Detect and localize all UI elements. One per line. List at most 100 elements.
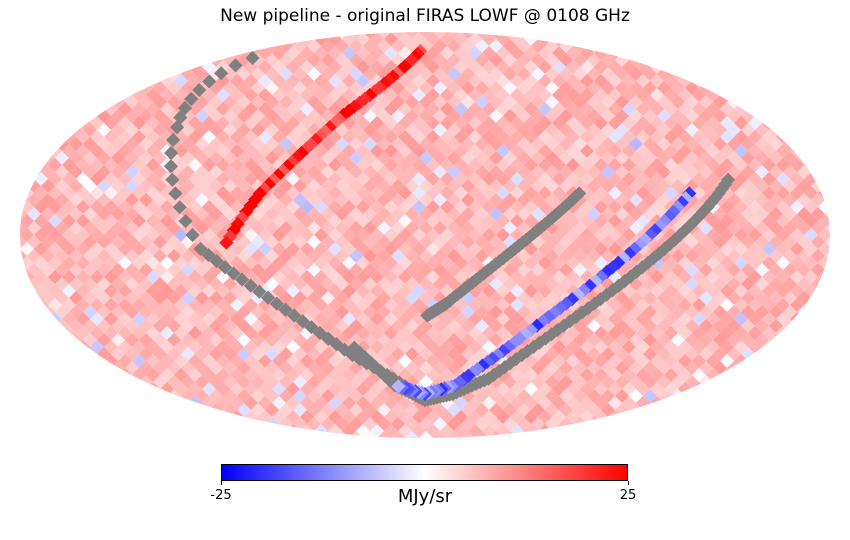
map-pixel — [678, 32, 692, 46]
map-pixel — [20, 81, 27, 95]
map-pixel — [713, 417, 727, 431]
map-pixel — [188, 46, 202, 60]
map-pixel — [62, 410, 76, 424]
map-pixel — [664, 410, 678, 424]
map-pixel — [720, 46, 734, 60]
map-pixel — [678, 46, 692, 60]
map-pixel — [181, 53, 195, 67]
map-pixel — [762, 368, 776, 382]
map-pixel — [769, 109, 783, 123]
map-pixel — [139, 39, 153, 53]
map-pixel — [20, 361, 27, 375]
map-pixel — [776, 424, 790, 438]
map-pixel — [461, 431, 475, 438]
map-pixel — [90, 396, 104, 410]
map-pixel — [97, 361, 111, 375]
map-pixel — [678, 424, 692, 438]
map-pixel — [258, 424, 272, 438]
map-pixel — [811, 347, 825, 361]
map-pixel — [811, 81, 825, 95]
map-pixel — [146, 32, 160, 46]
map-pixel — [83, 389, 97, 403]
map-pixel — [741, 417, 755, 431]
map-pixel — [97, 95, 111, 109]
map-pixel — [111, 53, 125, 67]
map-pixel — [790, 354, 804, 368]
map-pixel — [769, 67, 783, 81]
map-pixel — [83, 417, 97, 431]
map-pixel — [741, 361, 755, 375]
mollweide-sky-map — [20, 32, 830, 438]
map-pixel — [755, 389, 769, 403]
map-pixel — [790, 116, 804, 130]
map-pixel — [146, 46, 160, 60]
map-pixel — [643, 431, 657, 438]
map-pixel — [671, 53, 685, 67]
map-pixel — [97, 417, 111, 431]
map-pixel — [62, 60, 76, 74]
map-pixel — [41, 137, 55, 151]
map-pixel — [559, 431, 573, 438]
map-pixel — [811, 39, 825, 53]
map-pixel — [132, 424, 146, 438]
map-pixel — [727, 375, 741, 389]
map-pixel — [97, 32, 111, 39]
map-pixel — [76, 102, 90, 116]
map-pixel — [769, 417, 783, 431]
map-pixel — [776, 102, 790, 116]
map-pixel — [20, 396, 34, 410]
map-pixel — [783, 347, 797, 361]
map-pixel — [97, 39, 111, 53]
map-pixel — [27, 81, 41, 95]
map-pixel — [811, 431, 825, 438]
map-pixel — [727, 403, 741, 417]
map-pixel — [720, 396, 734, 410]
map-pixel — [237, 431, 251, 438]
map-pixel — [139, 389, 153, 403]
map-pixel — [97, 375, 111, 389]
map-pixel — [76, 60, 90, 74]
map-pixel — [685, 32, 699, 39]
map-pixel — [797, 137, 811, 151]
map-pixel — [125, 53, 139, 67]
map-pixel — [615, 32, 629, 39]
map-pixel — [748, 88, 762, 102]
map-pixel — [797, 81, 811, 95]
map-pixel — [181, 417, 195, 431]
map-pixel — [405, 431, 419, 438]
map-pixel — [104, 382, 118, 396]
map-pixel — [27, 319, 41, 333]
map-pixel — [111, 32, 125, 39]
map-pixel — [41, 333, 55, 347]
map-pixel — [90, 46, 104, 60]
map-pixel — [90, 382, 104, 396]
map-pixel — [650, 46, 664, 60]
map-pixel — [20, 368, 34, 382]
map-pixel — [48, 382, 62, 396]
map-pixel — [517, 32, 531, 39]
map-pixel — [146, 396, 160, 410]
map-pixel — [447, 431, 461, 438]
map-pixel — [132, 382, 146, 396]
map-pixel — [818, 368, 830, 382]
map-pixel — [181, 32, 195, 39]
map-pixel — [720, 74, 734, 88]
map-pixel — [118, 382, 132, 396]
map-pixel — [818, 382, 830, 396]
map-pixel — [104, 368, 118, 382]
map-pixel — [41, 67, 55, 81]
map-pixel — [489, 431, 503, 438]
map-pixel — [167, 403, 181, 417]
map-pixel — [776, 60, 790, 74]
map-pixel — [20, 375, 27, 389]
map-pixel — [755, 375, 769, 389]
map-pixel — [83, 81, 97, 95]
map-pixel — [48, 410, 62, 424]
map-pixel — [769, 403, 783, 417]
map-pixel — [20, 277, 27, 291]
map-pixel — [174, 410, 188, 424]
map-pixels — [20, 32, 830, 438]
map-pixel — [475, 431, 489, 438]
map-pixel — [762, 74, 776, 88]
map-pixel — [818, 410, 830, 424]
